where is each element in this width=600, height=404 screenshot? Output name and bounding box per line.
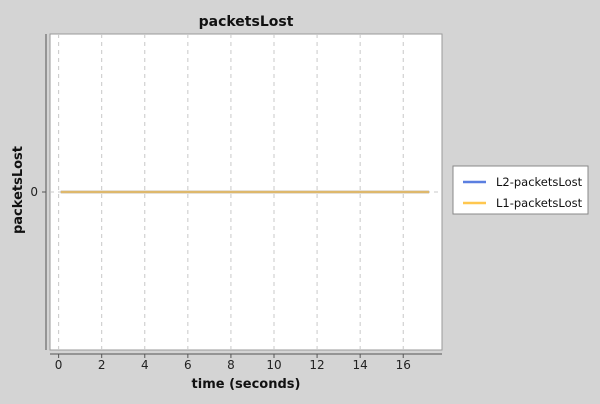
x-tick-label: 2 — [98, 358, 106, 372]
x-tick-label: 16 — [396, 358, 411, 372]
y-axis-label: packetsLost — [11, 146, 26, 234]
chart-title: packetsLost — [199, 14, 294, 30]
x-tick-label: 0 — [55, 358, 63, 372]
legend-box — [452, 165, 589, 215]
x-tick-label: 14 — [353, 358, 368, 372]
x-tick-label: 8 — [227, 358, 235, 372]
x-tick-label: 10 — [266, 358, 281, 372]
x-axis-label: time (seconds) — [192, 377, 301, 392]
x-ticks: 0 2 4 6 8 10 12 14 16 — [55, 354, 411, 372]
legend-label: L2-packetsLost — [496, 175, 583, 189]
x-tick-label: 6 — [184, 358, 192, 372]
legend: L2-packetsLost L1-packetsLost — [452, 165, 589, 215]
x-tick-label: 4 — [141, 358, 149, 372]
x-tick-label: 12 — [309, 358, 324, 372]
y-tick-label: 0 — [30, 185, 38, 199]
y-ticks: 0 — [30, 185, 46, 199]
legend-label: L1-packetsLost — [496, 196, 583, 210]
